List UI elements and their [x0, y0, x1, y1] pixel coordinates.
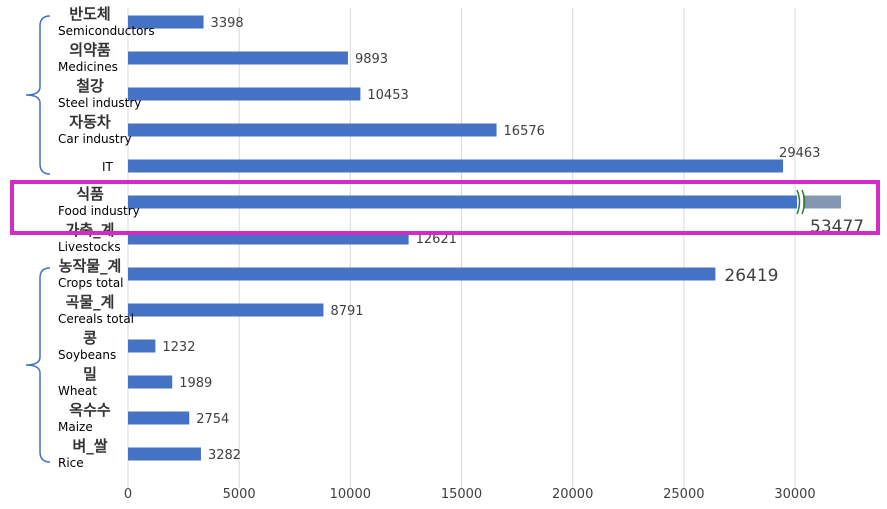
bar-maize [128, 411, 190, 425]
category-label-en-wheat: Wheat [58, 384, 97, 398]
category-label-ko-crops-total: 농작물_계 [59, 257, 122, 275]
bar-soybeans [128, 339, 156, 353]
category-label-en-crops-total: Crops total [58, 276, 124, 290]
data-label-soybeans: 1232 [162, 340, 195, 355]
x-tick-label-0: 0 [124, 487, 132, 502]
category-label-en-car-industry: Car industry [58, 132, 132, 146]
bar-steel-industry [128, 87, 361, 101]
bar-rice [128, 447, 201, 461]
x-tick-label-5000: 5000 [223, 487, 256, 502]
category-label-en-cereals-total: Cereals total [58, 312, 134, 326]
x-tick-label-30000: 30000 [774, 487, 815, 502]
data-label-medicines: 9893 [355, 52, 388, 67]
data-label-it: 29463 [779, 146, 820, 161]
category-label-ko-semiconductors: 반도체 [69, 5, 110, 23]
category-label-ko-livestocks: 가축_계 [66, 221, 115, 239]
x-axis-ticks: 0 5000 10000 15000 20000 25000 30000 [124, 487, 816, 502]
category-label-ko-maize: 옥수수 [69, 401, 111, 419]
category-label-ko-car-industry: 자동차 [69, 113, 111, 131]
category-label-en-maize: Maize [58, 420, 93, 434]
category-label-en-medicines: Medicines [58, 60, 118, 74]
bar-food-industry [128, 195, 797, 209]
data-label-livestocks: 12621 [416, 232, 457, 247]
category-label-en-livestocks: Livestocks [58, 240, 121, 254]
category-label-ko-food-industry: 식품 [76, 185, 104, 203]
category-label-en-rice: Rice [58, 456, 84, 470]
category-label-ko-wheat: 밀 [83, 365, 97, 383]
category-label-ko-soybeans: 콩 [83, 329, 97, 347]
axis-break-mark-left [796, 189, 801, 215]
x-tick-label-25000: 25000 [663, 487, 704, 502]
bar-medicines [128, 51, 348, 65]
category-label-en-semiconductors: Semiconductors [58, 24, 155, 38]
food-industry-highlight-box [10, 180, 880, 235]
category-label-en-steel-industry: Steel industry [58, 96, 141, 110]
bar-crops-total [128, 267, 716, 281]
x-tick-label-20000: 20000 [552, 487, 593, 502]
category-label-en-soybeans: Soybeans [58, 348, 116, 362]
category-label-ko-steel-industry: 철강 [76, 77, 104, 95]
data-label-wheat: 1989 [179, 376, 212, 391]
data-label-maize: 2754 [196, 412, 229, 427]
data-label-car-industry: 16576 [504, 124, 545, 139]
category-label-en-food-industry: Food industry [58, 204, 140, 218]
category-label-ko-cereals-total: 곡물_계 [66, 293, 115, 311]
bar-semiconductors [128, 15, 204, 29]
x-tick-label-15000: 15000 [441, 487, 482, 502]
x-tick-label-10000: 10000 [330, 487, 371, 502]
category-braces [25, 15, 51, 463]
data-label-rice: 3282 [208, 448, 241, 463]
data-label-crops-total: 26419 [724, 266, 778, 286]
data-label-semiconductors: 3398 [211, 16, 244, 31]
bar-car-industry [128, 123, 497, 137]
bars: 3398989310453165762946353477126212641987… [128, 15, 864, 463]
category-label-ko-rice: 벼_쌀 [72, 437, 107, 455]
bar-it [128, 159, 784, 173]
bar-cereals-total [128, 303, 324, 317]
category-brace-2 [25, 267, 51, 463]
category-label-ko-medicines: 의약품 [69, 41, 111, 59]
axis-break-mark-right [801, 189, 806, 215]
category-label-en-it: IT [102, 160, 114, 174]
bar-wheat [128, 375, 173, 389]
data-label-cereals-total: 8791 [330, 304, 363, 319]
bar-continuation-food-industry [803, 195, 841, 209]
category-brace-1 [25, 15, 51, 175]
data-label-steel-industry: 10453 [367, 88, 408, 103]
